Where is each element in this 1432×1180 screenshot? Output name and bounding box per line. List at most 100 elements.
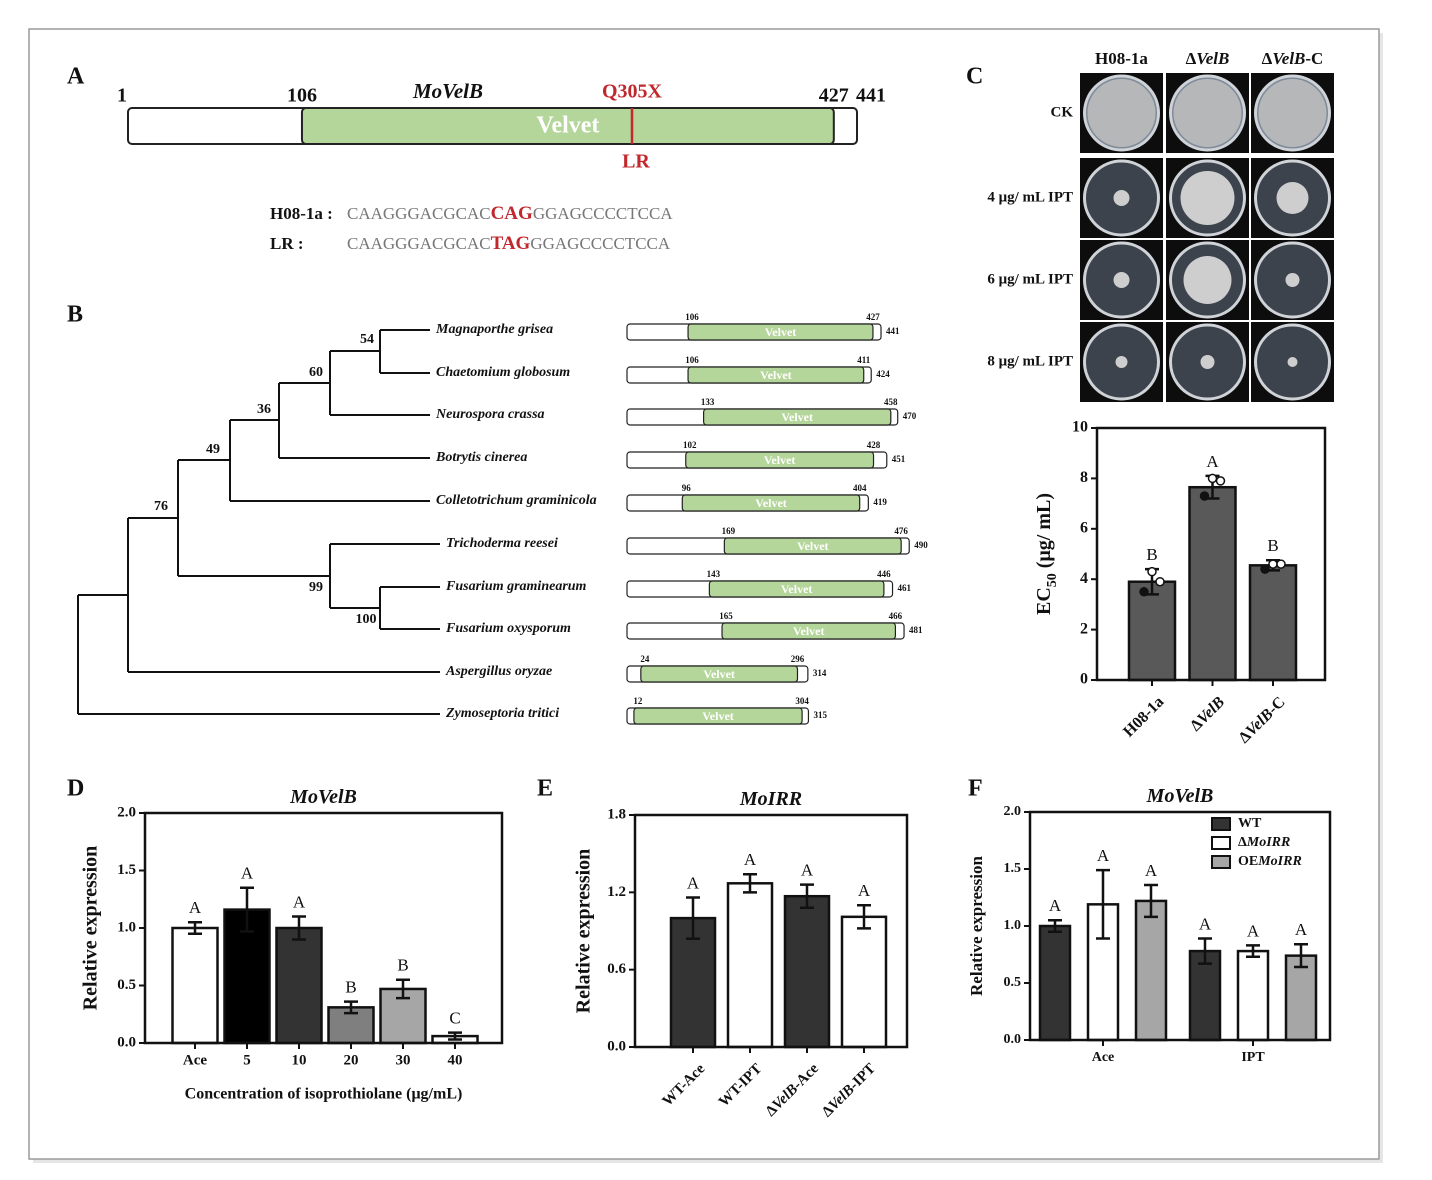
y-axis-label: Relative expression <box>967 855 986 995</box>
domain-end: 304 <box>795 696 809 706</box>
gene-name: MoVelB <box>412 79 483 103</box>
data-point <box>1147 566 1157 577</box>
velvet-domain <box>703 408 892 426</box>
y-tick-label: 1.5 <box>1004 861 1022 876</box>
error-bar <box>686 896 700 940</box>
significance-letter: A <box>1145 861 1158 880</box>
x-tick-label: 5 <box>243 1052 251 1068</box>
significance-letter: A <box>858 881 871 900</box>
y-axis-label: Relative expression <box>80 846 102 1011</box>
protein-length: 424 <box>876 369 890 379</box>
velvet-domain <box>708 580 885 598</box>
significance-letter: B <box>1267 536 1278 555</box>
colony <box>1276 182 1309 214</box>
velvet-domain <box>300 107 835 145</box>
domain-name: Velvet <box>797 539 829 553</box>
species-name: Chaetomium globosum <box>436 365 570 380</box>
colony <box>1258 79 1327 147</box>
position-label: 106 <box>287 85 317 107</box>
chart-title: MoVelB <box>1146 785 1214 807</box>
column-label: H08-1a <box>1095 49 1148 68</box>
y-tick-label: 0.5 <box>1004 975 1022 990</box>
error-bar <box>344 1000 358 1015</box>
error-bar <box>743 873 757 894</box>
domain-start: 24 <box>640 654 650 664</box>
domain-name: Velvet <box>765 325 797 339</box>
significance-letter: A <box>1097 846 1110 865</box>
velvet-domain <box>687 323 874 341</box>
error-bar <box>1048 919 1062 933</box>
error-bar <box>188 921 202 935</box>
colony <box>1287 357 1298 367</box>
protein-length: 314 <box>813 668 827 678</box>
significance-letter: C <box>449 1009 460 1028</box>
species-name: Zymoseptoria tritici <box>445 706 559 721</box>
chart-title-part: MoVelB <box>289 786 357 808</box>
bar <box>1127 580 1177 682</box>
panel-label: A <box>67 64 85 90</box>
chart-title-part: MoIRR <box>739 788 802 810</box>
bar <box>1188 485 1237 682</box>
sequence-part: CAAGGGACGCAC <box>347 204 491 223</box>
data-point <box>1199 491 1210 501</box>
colony <box>1285 273 1300 287</box>
colony <box>1113 190 1130 206</box>
bar <box>783 894 831 1049</box>
colony <box>1087 79 1156 147</box>
chart-title-part: MoVelB <box>1146 785 1214 807</box>
domain-end: 427 <box>866 312 880 322</box>
y-tick-label: 0.0 <box>607 1038 626 1054</box>
x-tick-label: Ace <box>1092 1050 1115 1065</box>
legend-label-part: MoIRR <box>1246 835 1291 850</box>
y-tick-label: 1.5 <box>117 862 136 878</box>
x-tick-label: 20 <box>344 1052 359 1068</box>
bar <box>1038 924 1072 1042</box>
y-axis-label-part: 50 <box>1045 573 1060 587</box>
column-label-part: Δ <box>1262 49 1273 68</box>
y-axis-label-part: (μg/ mL) <box>1033 493 1055 573</box>
bar <box>1248 564 1298 682</box>
panel-label: F <box>968 776 983 802</box>
bootstrap-value: 54 <box>360 332 374 347</box>
significance-letter: A <box>1199 914 1212 933</box>
legend-swatch <box>1211 855 1231 869</box>
significance-letter: A <box>1206 452 1219 471</box>
domain-name: Velvet <box>760 368 792 382</box>
data-point <box>1215 476 1226 486</box>
error-bar <box>448 1031 462 1041</box>
y-tick-label: 2 <box>1080 620 1088 637</box>
y-axis-label: EC50 (μg/ mL) <box>1033 493 1060 615</box>
bar <box>275 926 323 1045</box>
protein-length: 419 <box>873 497 887 507</box>
y-tick-label: 2.0 <box>117 804 136 820</box>
plot-frame <box>633 813 909 1049</box>
y-tick-label: 10 <box>1072 419 1088 436</box>
y-tick-label: 4 <box>1080 570 1088 587</box>
domain-name: Velvet <box>781 410 813 424</box>
domain-name: Velvet <box>781 582 813 596</box>
y-axis-label: Relative expression <box>573 849 595 1014</box>
column-label-part: VelB <box>1272 49 1305 68</box>
y-axis-label-part: EC <box>1033 587 1055 615</box>
colony <box>1173 79 1242 147</box>
significance-letter: A <box>189 898 202 917</box>
domain-start: 106 <box>685 355 699 365</box>
error-bar <box>800 883 814 910</box>
species-name: Fusarium graminearum <box>445 579 587 594</box>
legend-swatch <box>1211 817 1231 831</box>
domain-end: 428 <box>867 440 881 450</box>
y-tick-label: 6 <box>1080 519 1088 536</box>
mutation-label: Q305X <box>602 81 663 103</box>
row-label: 6 μg/ mL IPT <box>987 271 1073 287</box>
velvet-domain <box>687 366 865 384</box>
domain-name: Velvet <box>755 496 787 510</box>
protein-length: 490 <box>914 540 928 550</box>
legend-label-part: Δ <box>1238 835 1247 850</box>
error-bar <box>1246 944 1260 959</box>
domain-name: Velvet <box>764 453 796 467</box>
sequence-name: H08-1a : <box>270 204 333 223</box>
sequence-name: LR : <box>270 234 304 253</box>
significance-letter: B <box>345 978 356 997</box>
significance-letter: B <box>397 956 408 975</box>
mutant-label: LR <box>622 151 650 173</box>
